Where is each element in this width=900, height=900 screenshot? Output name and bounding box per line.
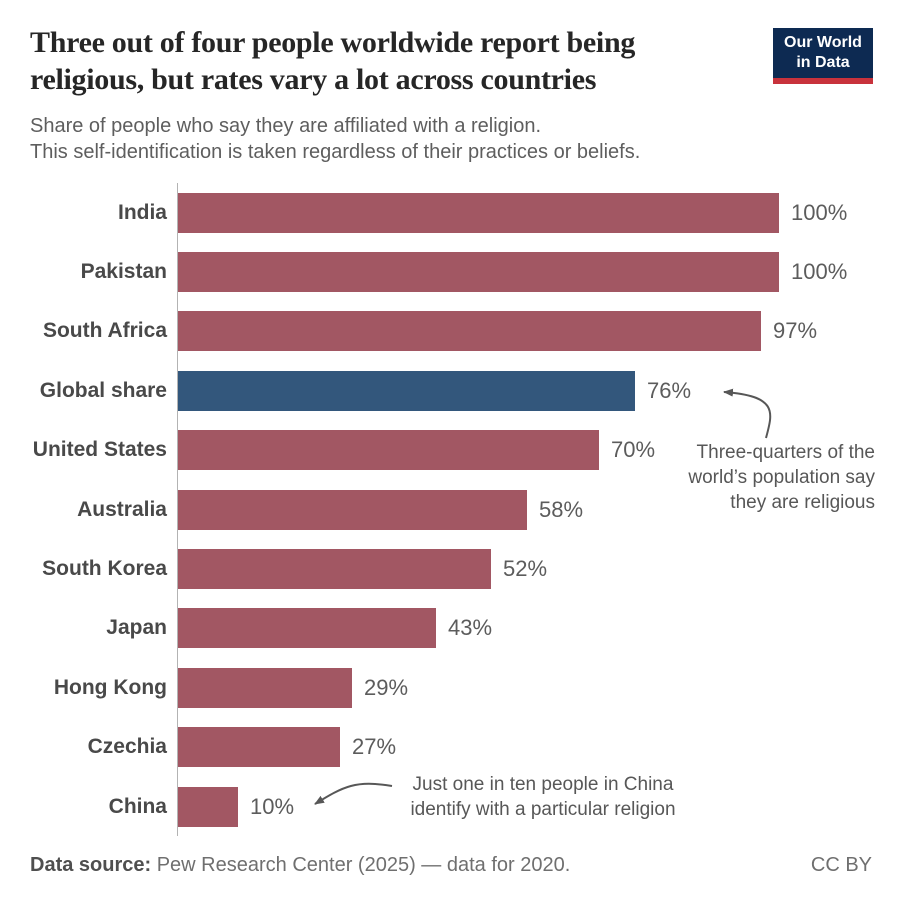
- data-source: Data source: Pew Research Center (2025) …: [30, 854, 570, 877]
- chart-row-pakistan: Pakistan 100%: [30, 242, 875, 302]
- value-label-pakistan: 100%: [791, 259, 848, 285]
- category-label-south-korea: South Korea: [42, 557, 167, 581]
- bar-india: [178, 192, 779, 233]
- category-label-united-states: United States: [32, 438, 167, 462]
- annotation-line: they are religious: [730, 492, 875, 513]
- bar-track: 43%: [177, 598, 875, 659]
- chart-row-united-states: United States 70%: [30, 420, 875, 480]
- subtitle-line-1: Share of people who say they are affilia…: [30, 115, 542, 137]
- bar-track: 76%: [177, 361, 875, 421]
- chart-row-global-share: Global share 76%: [30, 361, 875, 421]
- value-label-hong-kong: 29%: [364, 674, 409, 700]
- chart-row-japan: Japan 43%: [30, 598, 875, 659]
- bar-track: 52%: [177, 539, 875, 599]
- bar-track: 10%: [177, 776, 875, 837]
- bar-czechia: [178, 727, 340, 768]
- value-label-china: 10%: [250, 793, 295, 819]
- bar-track: 27%: [177, 717, 875, 777]
- bar-track: 100%: [177, 242, 875, 302]
- page-title: Three out of four people worldwide repor…: [30, 24, 775, 98]
- bar-china: [178, 786, 238, 827]
- chart-row-south-africa: South Africa 97%: [30, 301, 875, 362]
- license-badge: CC BY: [810, 854, 872, 876]
- annotation-global-share: Three-quarters of the world’s population…: [645, 440, 875, 515]
- bar-japan: [178, 608, 436, 649]
- category-label-global-share: Global share: [39, 378, 167, 402]
- chart-row-china: China 10%: [30, 776, 875, 837]
- category-label-south-africa: South Africa: [42, 319, 167, 343]
- chart-row-hong-kong: Hong Kong 29%: [30, 658, 875, 718]
- owid-logo-line-2: in Data: [796, 54, 850, 71]
- subtitle-line-2: This self-identification is taken regard…: [30, 141, 641, 163]
- annotation-line: Just one in ten people in China: [412, 774, 674, 795]
- bar-australia: [178, 489, 527, 530]
- bar-track: 70%: [177, 420, 875, 480]
- value-label-australia: 58%: [539, 496, 584, 522]
- bar-track: 29%: [177, 658, 875, 718]
- bar-track: 58%: [177, 479, 875, 540]
- bar-global-share: [178, 370, 635, 411]
- owid-logo-line-1: Our World: [784, 34, 862, 51]
- chart-row-india: India 100%: [30, 183, 875, 243]
- value-label-india: 100%: [791, 199, 848, 225]
- annotation-line: Three-quarters of the: [696, 442, 875, 463]
- bar-south-africa: [178, 311, 761, 352]
- category-label-japan: Japan: [106, 616, 167, 640]
- category-label-australia: Australia: [77, 497, 167, 521]
- annotation-line: identify with a particular religion: [410, 799, 676, 820]
- chart-row-australia: Australia 58%: [30, 479, 875, 540]
- value-label-united-states: 70%: [611, 437, 656, 463]
- bar-chart: India 100% Pakistan 100% South Africa 97% Glob…: [30, 183, 875, 837]
- bar-track: 97%: [177, 301, 875, 362]
- category-label-india: India: [117, 200, 167, 224]
- bar-rows: India 100% Pakistan 100% South Africa 97% Glob…: [30, 183, 875, 837]
- chart-subtitle: Share of people who say they are affilia…: [30, 113, 790, 165]
- bar-track: 100%: [177, 183, 875, 243]
- bar-pakistan: [178, 252, 779, 293]
- chart-row-czechia: Czechia 27%: [30, 717, 875, 777]
- bar-united-states: [178, 430, 599, 471]
- category-label-hong-kong: Hong Kong: [53, 675, 167, 699]
- category-label-china: China: [108, 794, 167, 818]
- title-line-1: Three out of four people worldwide repor…: [30, 26, 636, 59]
- value-label-south-africa: 97%: [773, 318, 818, 344]
- category-label-pakistan: Pakistan: [80, 260, 167, 284]
- value-label-japan: 43%: [448, 615, 493, 641]
- annotation-line: world’s population say: [688, 467, 875, 488]
- category-label-czechia: Czechia: [87, 735, 167, 759]
- bar-hong-kong: [178, 667, 352, 708]
- data-source-label: Data source:: [30, 854, 152, 876]
- title-line-2: religious, but rates vary a lot across c…: [30, 63, 597, 96]
- data-source-text: Pew Research Center (2025) — data for 20…: [156, 854, 571, 876]
- owid-logo: Our World in Data: [773, 28, 873, 84]
- chart-row-south-korea: South Korea 52%: [30, 539, 875, 599]
- value-label-south-korea: 52%: [503, 556, 548, 582]
- annotation-china: Just one in ten people in China identify…: [393, 772, 693, 822]
- bar-south-korea: [178, 549, 491, 590]
- value-label-czechia: 27%: [352, 734, 397, 760]
- value-label-global-share: 76%: [647, 377, 692, 403]
